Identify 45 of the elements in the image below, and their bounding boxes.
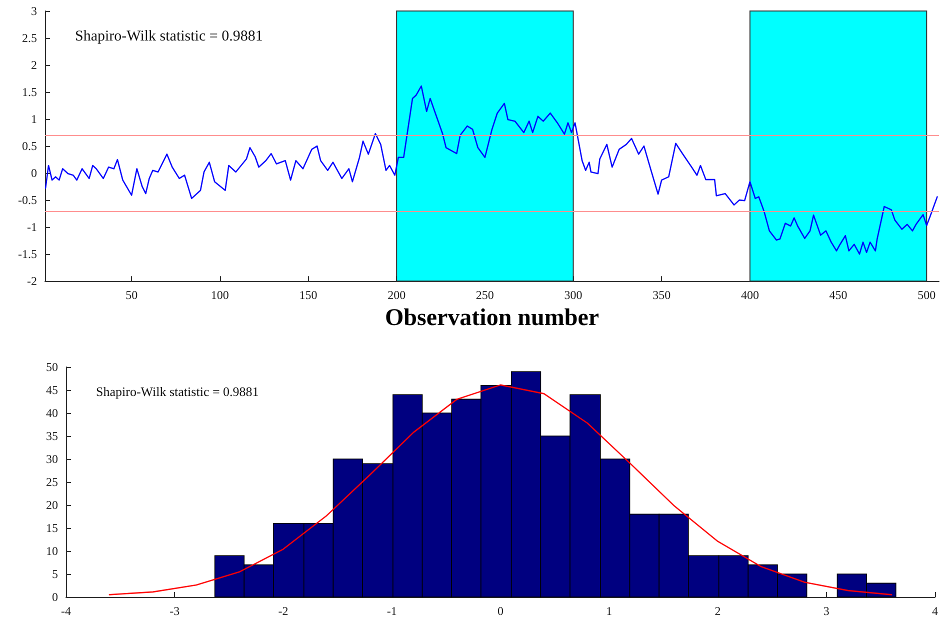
- x-tick-label: 150: [299, 288, 318, 302]
- y-tick-label: 15: [46, 521, 58, 535]
- y-tick-label: 0: [52, 590, 58, 604]
- y-tick-label: 50: [46, 360, 58, 374]
- x-tick-label: 200: [388, 288, 406, 302]
- x-tick-label: -3: [170, 604, 180, 617]
- y-tick-label: 35: [46, 429, 58, 443]
- x-tick-label: 1: [606, 604, 612, 617]
- x-tick-label: 350: [652, 288, 671, 302]
- y-tick-label: -1.5: [18, 247, 37, 262]
- y-tick-label: 5: [52, 567, 58, 581]
- annotation: Shapiro-Wilk statistic = 0.9881: [96, 384, 259, 399]
- y-tick-label: 10: [46, 544, 58, 558]
- y-tick-label: 2: [31, 58, 37, 72]
- x-tick-label: 4: [932, 604, 938, 617]
- x-tick-label: -1: [386, 604, 397, 617]
- y-tick-label: 45: [46, 383, 58, 397]
- x-axis-title: Observation number: [384, 305, 600, 331]
- y-tick-label: 1: [31, 112, 37, 126]
- y-tick-label: -2: [27, 274, 37, 288]
- x-tick-label: 500: [918, 288, 936, 302]
- x-tick-label: 2: [714, 604, 721, 617]
- annotation: Shapiro-Wilk statistic = 0.9881: [75, 28, 263, 44]
- x-tick-label: 450: [829, 288, 848, 302]
- y-tick-label: 2.5: [22, 31, 37, 46]
- x-tick-label: -2: [278, 604, 288, 617]
- y-tick-label: 1.5: [22, 85, 37, 100]
- y-tick-label: -1: [27, 220, 37, 234]
- y-tick-label: 0.5: [22, 139, 37, 154]
- x-tick-label: 400: [740, 288, 759, 302]
- y-tick-label: 3: [31, 4, 37, 18]
- y-tick-label: 40: [46, 406, 58, 420]
- x-tick-label: -4: [61, 604, 71, 617]
- line-series: [44, 85, 938, 255]
- x-tick-label: 300: [564, 288, 582, 302]
- x-tick-label: 250: [476, 288, 494, 302]
- x-tick-label: 3: [823, 604, 830, 617]
- y-tick-label: -0.5: [18, 193, 37, 208]
- y-tick-label: 0: [31, 166, 37, 180]
- x-tick-label: 50: [126, 288, 138, 302]
- y-tick-label: 20: [46, 498, 58, 512]
- y-tick-label: 25: [46, 475, 58, 489]
- x-tick-label: 100: [210, 288, 229, 302]
- y-tick-label: 30: [46, 452, 58, 466]
- x-tick-label: 0: [498, 604, 504, 617]
